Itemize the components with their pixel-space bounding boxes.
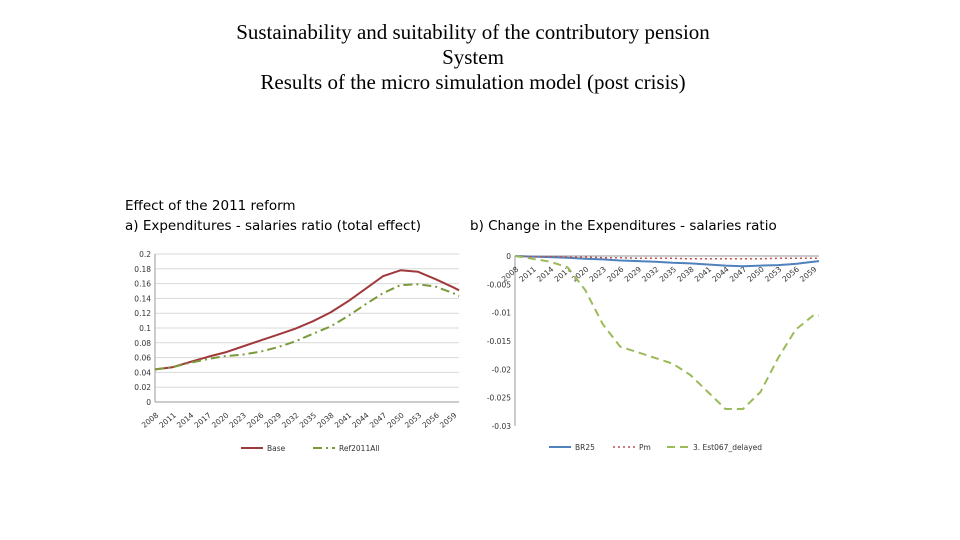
x-tick-label: 2014 (175, 410, 196, 429)
y-tick-label: 0.04 (134, 368, 151, 377)
legend-label: BR25 (575, 443, 595, 452)
series-line-ref2011all (154, 283, 460, 371)
x-tick-label: 2029 (263, 410, 284, 429)
x-tick-label: 2011 (517, 264, 538, 283)
x-tick-label: 2026 (245, 410, 266, 429)
x-tick-label: 2041 (333, 410, 354, 429)
x-tick-label: 2017 (192, 410, 213, 429)
y-tick-label: -0.01 (492, 309, 512, 318)
y-tick-label: 0 (146, 398, 151, 407)
x-tick-label: 2053 (763, 264, 784, 283)
x-tick-label: 2023 (228, 410, 249, 429)
x-tick-label: 2014 (535, 264, 556, 283)
y-tick-label: 0.02 (134, 383, 151, 392)
slide-title: Sustainability and suitability of the co… (0, 20, 946, 95)
x-tick-label: 2032 (280, 410, 301, 429)
legend-label: Pm (639, 443, 651, 452)
x-tick-label: 2035 (658, 264, 679, 283)
y-tick-label: -0.02 (492, 365, 512, 374)
x-tick-label: 2020 (570, 264, 591, 283)
left-caption-line-1: Effect of the 2011 reform (125, 198, 296, 214)
left-caption-line-2: a) Expenditures - salaries ratio (total … (125, 218, 421, 234)
y-tick-label: -0.03 (492, 422, 512, 431)
x-tick-label: 2056 (780, 264, 801, 283)
x-tick-label: 2059 (798, 264, 819, 283)
y-tick-label: 0.08 (134, 339, 151, 348)
series-line-3-est067-delayed (514, 255, 819, 410)
x-tick-label: 2056 (420, 410, 441, 429)
x-tick-label: 2023 (588, 264, 609, 283)
y-tick-label: 0 (506, 252, 511, 261)
x-tick-label: 2011 (157, 410, 178, 429)
series-line-base (154, 269, 460, 371)
change-expenditures-salaries-chart: 0-0.005-0.01-0.015-0.02-0.025-0.03200820… (487, 252, 820, 452)
y-tick-label: -0.015 (487, 337, 511, 346)
right-chart-caption: b) Change in the Expenditures - salaries… (470, 218, 777, 234)
x-tick-label: 2008 (140, 410, 161, 429)
y-tick-label: 0.14 (134, 294, 151, 303)
series-line-br25 (514, 255, 820, 268)
x-tick-label: 2053 (403, 410, 424, 429)
x-tick-label: 2035 (298, 410, 319, 429)
x-tick-label: 2047 (368, 410, 389, 429)
title-line-1: Sustainability and suitability of the co… (236, 20, 710, 44)
x-tick-label: 2041 (693, 264, 714, 283)
x-tick-label: 2038 (675, 264, 696, 283)
x-tick-label: 2029 (623, 264, 644, 283)
title-line-3: Results of the micro simulation model (p… (260, 70, 686, 94)
x-tick-label: 2026 (605, 264, 626, 283)
legend-label: 3. Est067_delayed (693, 443, 762, 452)
legend-label: Ref2011All (339, 444, 380, 453)
y-tick-label: 0.2 (139, 250, 151, 259)
legend-label: Base (267, 444, 286, 453)
x-tick-label: 2017 (552, 264, 573, 283)
x-tick-label: 2038 (315, 410, 336, 429)
y-tick-label: 0.18 (134, 265, 151, 274)
expenditures-salaries-ratio-chart: 0.20.180.160.140.120.10.080.060.040.0202… (134, 250, 460, 453)
y-tick-label: 0.1 (139, 324, 151, 333)
x-tick-label: 2047 (728, 264, 749, 283)
title-line-2: System (442, 45, 504, 69)
x-tick-label: 2044 (710, 264, 731, 283)
x-tick-label: 2050 (385, 410, 406, 429)
y-tick-label: -0.025 (487, 394, 511, 403)
left-chart-caption: Effect of the 2011 reform a) Expenditure… (125, 196, 421, 236)
x-tick-label: 2032 (640, 264, 661, 283)
x-tick-label: 2050 (745, 264, 766, 283)
x-tick-label: 2020 (210, 410, 231, 429)
y-tick-label: 0.16 (134, 280, 151, 289)
y-tick-label: -0.005 (487, 280, 511, 289)
x-tick-label: 2059 (438, 410, 459, 429)
y-tick-label: 0.12 (134, 309, 151, 318)
y-tick-label: 0.06 (134, 354, 151, 363)
x-tick-label: 2044 (350, 410, 371, 429)
